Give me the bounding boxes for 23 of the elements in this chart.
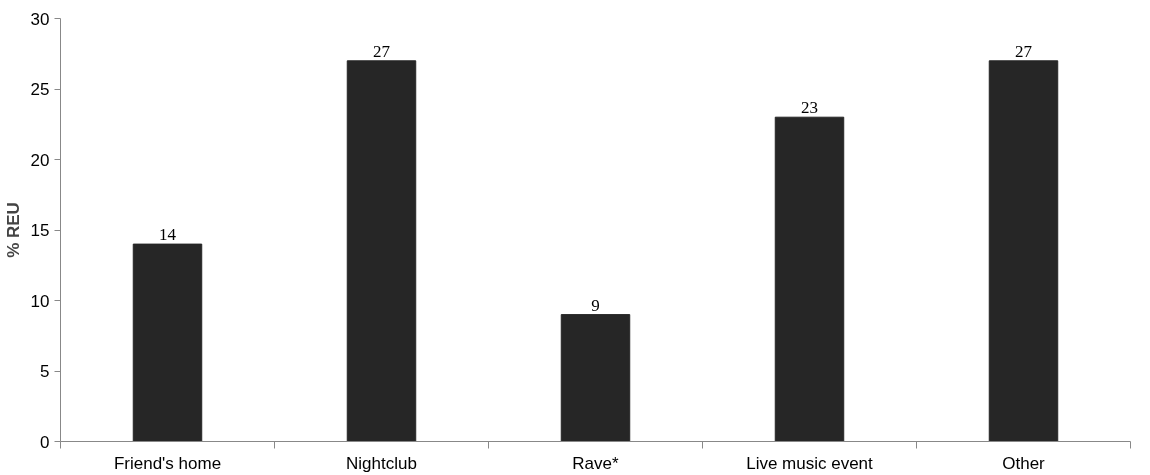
y-tick-label: 0 (40, 432, 50, 452)
y-tick-label: 15 (30, 221, 50, 240)
x-tick-label: Rave* (572, 453, 620, 473)
y-tick-label: 25 (30, 80, 50, 99)
x-tick-label: Live music event (746, 453, 874, 473)
y-tick-label: 10 (30, 291, 50, 311)
bar (774, 116, 845, 442)
bar (346, 60, 417, 442)
y-tick-label: 20 (30, 150, 50, 170)
data-label: 14 (159, 225, 177, 245)
data-label: 27 (1015, 41, 1033, 61)
data-label: 9 (591, 295, 600, 315)
bar (132, 243, 203, 442)
y-tick-label: 30 (30, 9, 50, 29)
y-tick-label: 5 (40, 362, 50, 381)
data-label: 27 (373, 41, 391, 61)
x-tick-label: Friend's home (113, 453, 222, 473)
data-label: 23 (801, 98, 818, 118)
y-axis-title: % REU (3, 202, 23, 258)
bar (560, 314, 631, 442)
x-tick-label: Nightclub (346, 453, 417, 473)
bar (988, 60, 1059, 442)
x-tick-label: Other (1002, 453, 1046, 473)
